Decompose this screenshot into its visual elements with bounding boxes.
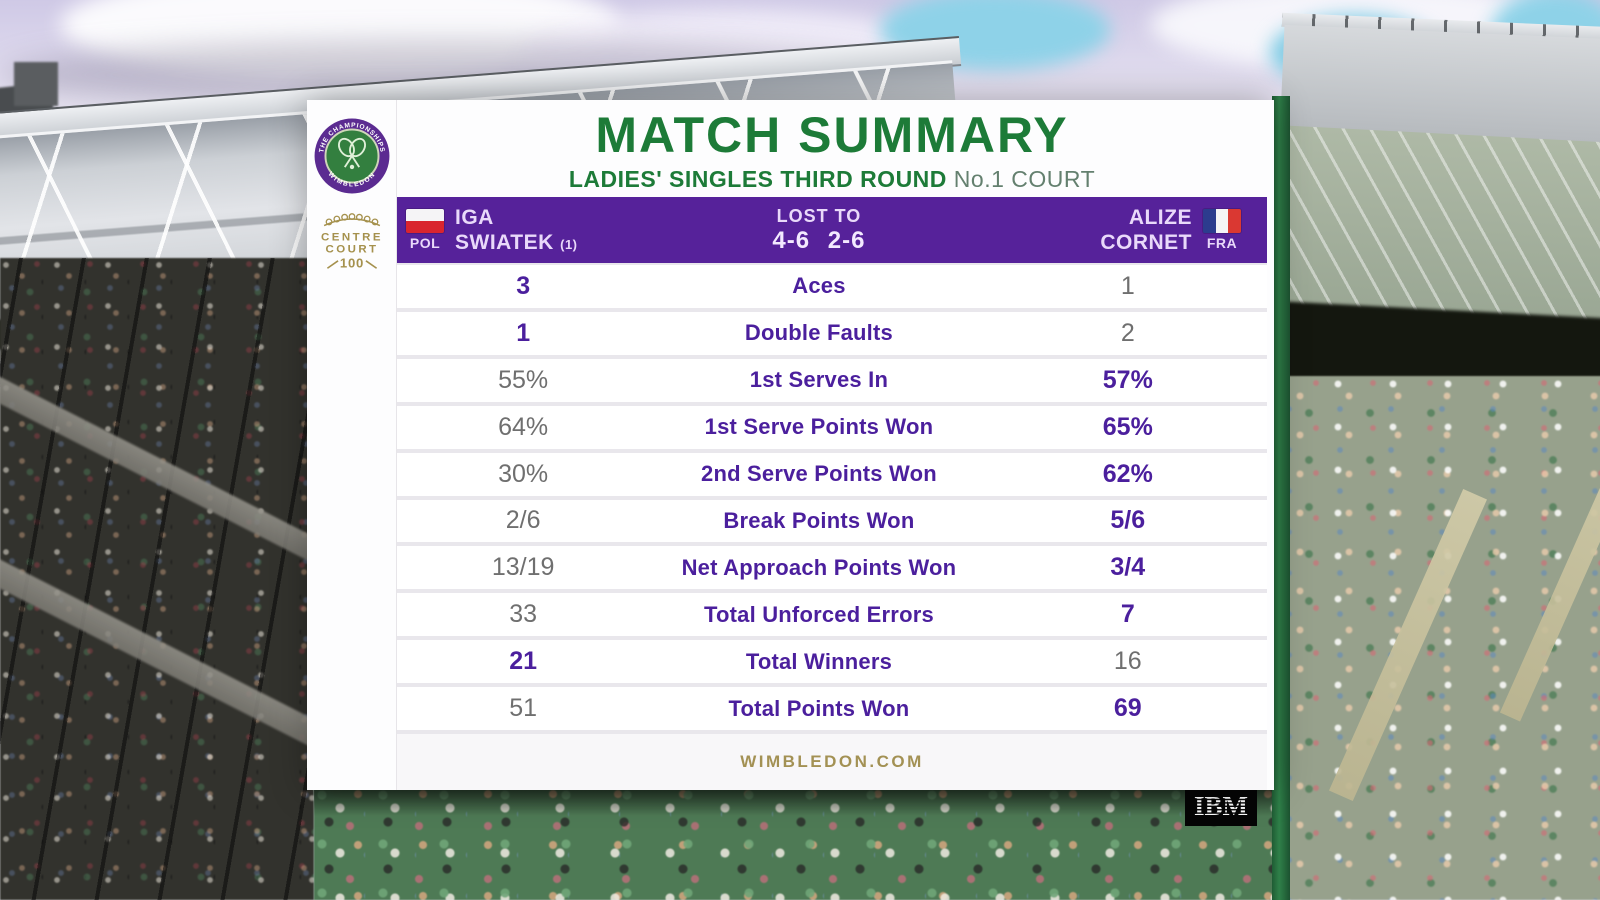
court-label: No.1 COURT <box>953 166 1096 192</box>
panel-footer: WIMBLEDON.COM <box>397 730 1267 790</box>
stat-label: 1st Serve Points Won <box>704 414 934 440</box>
player-right-firstname: ALIZE <box>1128 205 1192 229</box>
stat-label: Double Faults <box>744 320 893 346</box>
match-summary-title: MATCH SUMMARY <box>595 107 1069 163</box>
title-zone: MATCH SUMMARY LADIES' SINGLES THIRD ROUN… <box>397 100 1267 197</box>
player-left-firstname: IGA <box>455 205 494 229</box>
stat-value-right: 65% <box>1102 412 1153 441</box>
stat-value-right: 57% <box>1102 365 1153 394</box>
stat-label: Total Points Won <box>728 695 910 721</box>
panel-content: MATCH SUMMARY LADIES' SINGLES THIRD ROUN… <box>397 100 1274 790</box>
stat-value-left: 33 <box>509 600 538 629</box>
stat-value-right: 62% <box>1102 459 1153 488</box>
player-right-country: FRA <box>1206 235 1238 251</box>
stat-value-right: 1 <box>1120 271 1135 300</box>
centre-court-100-logo-icon: CENTRE COURT 100 <box>321 213 383 270</box>
stat-row: 21 Total Winners 16 <box>397 640 1267 684</box>
match-summary-panel: THE CHAMPIONSHIPS WIMBLEDON <box>307 100 1274 790</box>
stat-label: 2nd Serve Points Won <box>701 461 937 487</box>
stat-value-left: 3 <box>516 271 531 300</box>
svg-text:100: 100 <box>339 255 363 270</box>
stat-value-left: 2/6 <box>505 506 541 535</box>
player-right: ALIZE CORNET FRA <box>989 205 1267 255</box>
result-text: LOST TO <box>776 205 862 226</box>
player-right-lastname: CORNET <box>1100 231 1192 254</box>
ibm-logo: IBM <box>1185 783 1257 826</box>
player-left-lastname: SWIATEK (1) <box>455 231 578 254</box>
stat-row: 30% 2nd Serve Points Won 62% <box>397 452 1267 496</box>
stat-value-right: 7 <box>1120 600 1135 629</box>
stat-label: Break Points Won <box>723 507 915 533</box>
stat-label: Total Unforced Errors <box>703 601 934 627</box>
players-score-bar: POL IGA SWIATEK (1) LOST TO 4-6 2-6 ALIZ… <box>397 197 1267 263</box>
green-pillar <box>1272 96 1290 900</box>
ibm-logo-icon: IBM <box>1194 791 1248 820</box>
match-subtitle: LADIES' SINGLES THIRD ROUND No.1 COURT <box>397 160 1267 193</box>
stat-row: 2/6 Break Points Won 5/6 <box>397 499 1267 543</box>
stat-value-left: 64% <box>498 412 549 441</box>
stat-value-left: 1 <box>516 318 531 347</box>
result-score: 4-6 2-6 <box>772 226 866 254</box>
france-flag-icon <box>1202 209 1241 233</box>
wimbledon-championships-logo-icon: THE CHAMPIONSHIPS WIMBLEDON <box>314 118 389 194</box>
player-left: POL IGA SWIATEK (1) <box>397 205 649 255</box>
player-left-name: IGA SWIATEK (1) <box>455 205 578 255</box>
player-left-country: POL <box>409 235 441 251</box>
stats-table: 3 Aces 1 1 Double Faults 2 55% 1st Serve… <box>397 263 1267 731</box>
stat-row: 1 Double Faults 2 <box>397 311 1267 355</box>
stat-value-right: 3/4 <box>1110 553 1146 582</box>
svg-text:COURT: COURT <box>325 244 378 256</box>
stat-row: 55% 1st Serves In 57% <box>397 358 1267 402</box>
round-label: LADIES' SINGLES THIRD ROUND <box>568 166 947 192</box>
stat-row: 33 Total Unforced Errors 7 <box>397 593 1267 637</box>
stat-value-left: 51 <box>509 694 538 723</box>
stat-row: 13/19 Net Approach Points Won 3/4 <box>397 546 1267 590</box>
svg-text:IBM: IBM <box>1194 791 1248 820</box>
stat-label: Total Winners <box>745 648 893 674</box>
wimbledon-url: WIMBLEDON.COM <box>740 752 924 771</box>
match-result: LOST TO 4-6 2-6 <box>649 206 988 254</box>
stat-value-left: 21 <box>509 647 538 676</box>
stat-value-left: 30% <box>498 459 549 488</box>
logo-column: THE CHAMPIONSHIPS WIMBLEDON <box>307 100 397 790</box>
stadium-structure <box>14 62 58 106</box>
stat-value-right: 2 <box>1120 318 1135 347</box>
player-right-name: ALIZE CORNET <box>1100 205 1192 255</box>
player-right-flag-block: FRA <box>1202 209 1241 251</box>
stat-value-left: 13/19 <box>491 553 555 582</box>
stadium-wall-right <box>1275 125 1600 332</box>
svg-text:CENTRE: CENTRE <box>321 231 383 243</box>
stat-row: 51 Total Points Won 69 <box>397 687 1267 731</box>
stat-value-right: 5/6 <box>1110 506 1146 535</box>
stat-row: 3 Aces 1 <box>397 265 1267 308</box>
stat-label: Aces <box>792 273 846 299</box>
stat-value-left: 55% <box>498 365 549 394</box>
poland-flag-icon <box>406 209 444 233</box>
stat-value-right: 16 <box>1113 647 1142 676</box>
stat-label: Net Approach Points Won <box>681 554 957 580</box>
stat-row: 64% 1st Serve Points Won 65% <box>397 405 1267 449</box>
crowd-railings <box>0 258 340 900</box>
player-left-seed: (1) <box>560 237 578 252</box>
stat-label: 1st Serves In <box>749 367 889 393</box>
stat-value-right: 69 <box>1113 694 1142 723</box>
crowd-bottom-shadow <box>314 786 1274 816</box>
player-left-flag-block: POL <box>406 209 444 251</box>
